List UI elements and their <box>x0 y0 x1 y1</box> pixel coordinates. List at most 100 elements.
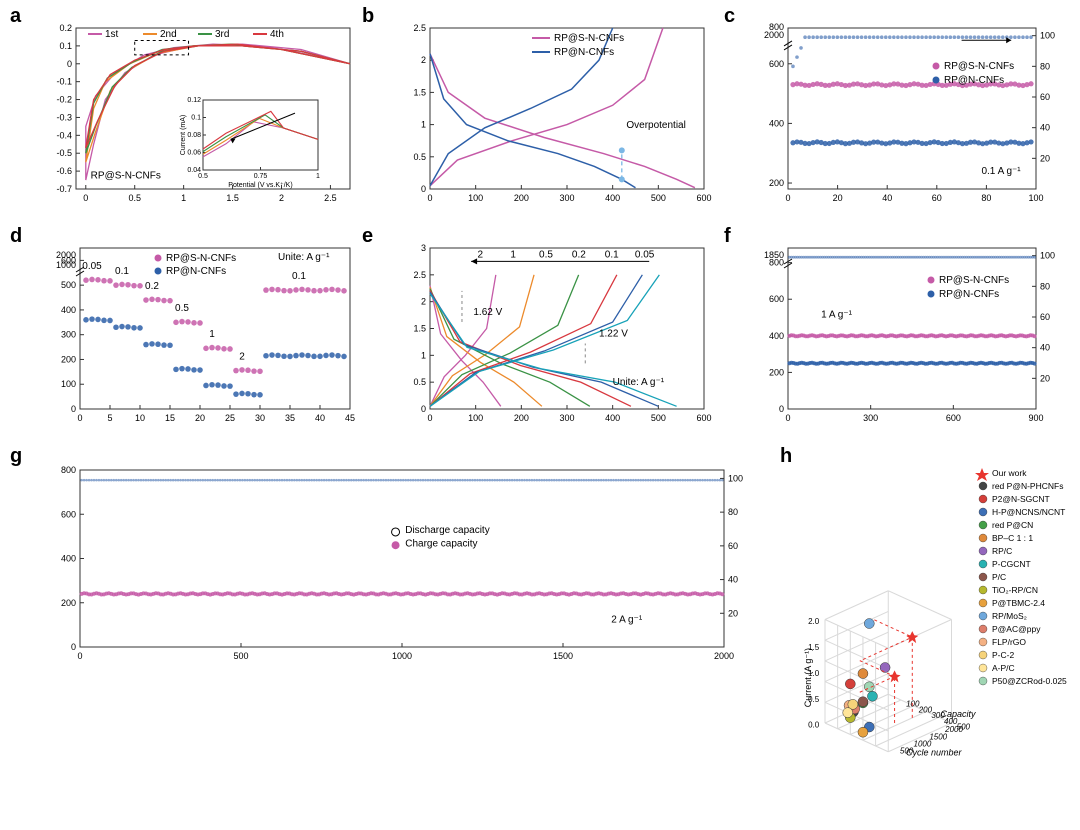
svg-text:80: 80 <box>1040 61 1050 71</box>
svg-text:Unite: A g⁻¹: Unite: A g⁻¹ <box>613 377 665 388</box>
svg-text:RP@N-CNFs: RP@N-CNFs <box>554 47 614 58</box>
panel-b: 010020030040050060000.511.522.5Specific … <box>382 18 712 223</box>
svg-text:0.5: 0.5 <box>128 193 141 203</box>
svg-text:Potential (V vs.K⁺/K): Potential (V vs.K⁺/K) <box>228 182 292 189</box>
svg-text:1: 1 <box>316 173 320 180</box>
svg-text:100: 100 <box>468 193 483 203</box>
svg-text:400: 400 <box>769 118 784 128</box>
panel-h: 5001000150020000.00.51.01.52.01002003004… <box>780 458 1075 818</box>
svg-text:P50@ZCRod-0.025: P50@ZCRod-0.025 <box>992 676 1067 686</box>
panel-c: 020406080100200400600Cycle NumberSpecifi… <box>736 18 1076 223</box>
svg-text:BP–C 1 : 1: BP–C 1 : 1 <box>992 533 1033 543</box>
svg-text:1: 1 <box>421 120 426 130</box>
svg-text:60: 60 <box>1040 92 1050 102</box>
svg-text:0: 0 <box>427 193 432 203</box>
svg-text:1.5: 1.5 <box>226 193 239 203</box>
svg-text:RP@S-N-CNFs: RP@S-N-CNFs <box>944 61 1014 72</box>
svg-text:P@TBMC-2.4: P@TBMC-2.4 <box>992 598 1045 608</box>
label-e: e <box>362 225 373 248</box>
svg-text:0.2: 0.2 <box>59 23 72 33</box>
svg-text:1500: 1500 <box>553 651 573 661</box>
svg-text:P/C: P/C <box>992 572 1006 582</box>
svg-text:200: 200 <box>514 193 529 203</box>
svg-text:600: 600 <box>696 413 711 423</box>
svg-text:H-P@NCNS/NCNT: H-P@NCNS/NCNT <box>992 507 1065 517</box>
svg-text:0.5: 0.5 <box>175 303 189 314</box>
svg-text:40: 40 <box>1040 123 1050 133</box>
label-b: b <box>362 5 374 28</box>
svg-text:400: 400 <box>769 331 784 341</box>
svg-text:RP@S-N-CNFs: RP@S-N-CNFs <box>91 170 161 181</box>
svg-text:-0.7: -0.7 <box>56 184 72 194</box>
svg-text:0.2: 0.2 <box>145 281 159 292</box>
svg-text:0: 0 <box>77 413 82 423</box>
svg-text:2.5: 2.5 <box>413 270 426 280</box>
svg-text:1 A g⁻¹: 1 A g⁻¹ <box>821 310 853 321</box>
svg-text:1st: 1st <box>105 29 119 40</box>
svg-text:100: 100 <box>468 413 483 423</box>
svg-text:200: 200 <box>61 354 76 364</box>
svg-text:1: 1 <box>510 250 516 261</box>
svg-text:-0.1: -0.1 <box>56 77 72 87</box>
panel-e: 010020030040050060000.511.522.53Specific… <box>382 238 712 443</box>
svg-text:RP@S-N-CNFs: RP@S-N-CNFs <box>939 275 1009 286</box>
label-a: a <box>10 5 21 28</box>
label-f: f <box>724 225 731 248</box>
svg-text:A-P/C: A-P/C <box>992 663 1015 673</box>
svg-text:0.12: 0.12 <box>187 97 201 104</box>
svg-text:Discharge capacity: Discharge capacity <box>405 525 489 536</box>
svg-text:0: 0 <box>421 184 426 194</box>
svg-text:500: 500 <box>61 280 76 290</box>
svg-text:35: 35 <box>285 413 295 423</box>
svg-text:10: 10 <box>135 413 145 423</box>
svg-text:0.5: 0.5 <box>413 152 426 162</box>
svg-text:FLP/rGO: FLP/rGO <box>992 637 1026 647</box>
svg-text:2000: 2000 <box>714 651 734 661</box>
svg-text:400: 400 <box>61 554 76 564</box>
svg-text:100: 100 <box>728 473 743 483</box>
svg-text:RP@N-CNFs: RP@N-CNFs <box>939 289 999 300</box>
svg-text:0.08: 0.08 <box>187 132 201 139</box>
svg-text:Our work: Our work <box>992 468 1027 478</box>
svg-text:600: 600 <box>946 413 961 423</box>
label-d: d <box>10 225 22 248</box>
svg-text:1: 1 <box>209 329 215 340</box>
svg-text:RP@S-N-CNFs: RP@S-N-CNFs <box>166 253 236 264</box>
svg-text:1000: 1000 <box>392 651 412 661</box>
svg-text:Capacity: Capacity <box>941 709 977 719</box>
svg-text:5: 5 <box>107 413 112 423</box>
svg-text:25: 25 <box>225 413 235 423</box>
svg-text:Charge capacity: Charge capacity <box>405 538 477 549</box>
svg-text:45: 45 <box>345 413 355 423</box>
svg-text:80: 80 <box>981 193 991 203</box>
svg-text:0.1: 0.1 <box>605 250 619 261</box>
svg-text:30: 30 <box>255 413 265 423</box>
svg-text:0: 0 <box>67 59 72 69</box>
svg-text:0.5: 0.5 <box>198 173 208 180</box>
svg-text:500: 500 <box>651 413 666 423</box>
svg-text:60: 60 <box>932 193 942 203</box>
svg-text:500: 500 <box>651 193 666 203</box>
svg-text:300: 300 <box>559 413 574 423</box>
svg-text:0.1: 0.1 <box>115 266 129 277</box>
svg-text:1850: 1850 <box>764 250 784 260</box>
svg-text:200: 200 <box>514 413 529 423</box>
svg-text:P2@N-SGCNT: P2@N-SGCNT <box>992 494 1050 504</box>
svg-text:RP/C: RP/C <box>992 546 1012 556</box>
svg-text:4th: 4th <box>270 29 284 40</box>
svg-text:-0.3: -0.3 <box>56 112 72 122</box>
svg-text:1: 1 <box>421 350 426 360</box>
svg-text:100: 100 <box>1028 193 1043 203</box>
label-c: c <box>724 5 735 28</box>
svg-text:40: 40 <box>728 575 738 585</box>
svg-text:500: 500 <box>233 651 248 661</box>
svg-text:400: 400 <box>61 305 76 315</box>
svg-text:100: 100 <box>1040 251 1055 261</box>
svg-text:300: 300 <box>61 330 76 340</box>
svg-text:-0.6: -0.6 <box>56 166 72 176</box>
svg-text:-0.2: -0.2 <box>56 95 72 105</box>
svg-text:20: 20 <box>833 193 843 203</box>
svg-text:20: 20 <box>1040 373 1050 383</box>
svg-text:200: 200 <box>769 367 784 377</box>
svg-text:0.5: 0.5 <box>413 377 426 387</box>
